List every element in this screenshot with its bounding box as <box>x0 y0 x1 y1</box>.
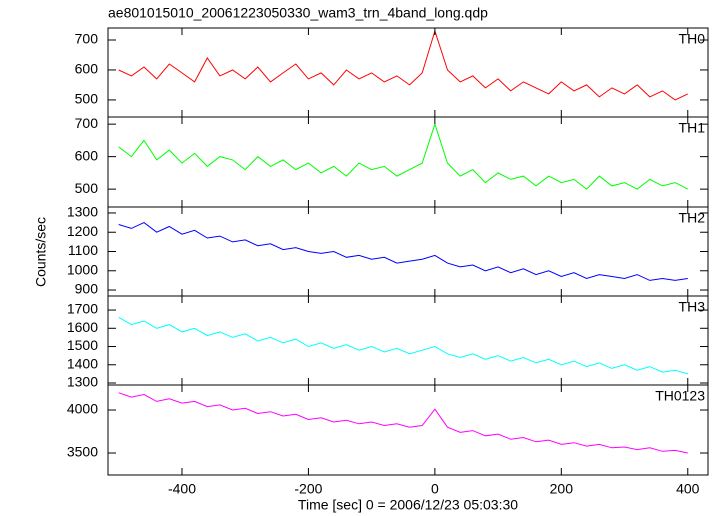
chart-title: ae801015010_20061223050330_wam3_trn_4ban… <box>108 5 488 21</box>
x-tick-label: 400 <box>676 481 700 497</box>
panel-frame <box>107 116 709 208</box>
y-axis-label: Counts/sec <box>33 217 49 287</box>
y-tick-label: 1300 <box>67 374 98 390</box>
y-tick-label: 1600 <box>67 319 98 335</box>
x-axis-label: Time [sec] 0 = 2006/12/23 05:03:30 <box>298 497 518 513</box>
y-tick-label: 1200 <box>67 223 98 239</box>
y-tick-label: 500 <box>75 91 99 107</box>
x-tick-label: -200 <box>294 481 322 497</box>
data-line <box>118 392 688 454</box>
y-tick-label: 600 <box>75 61 99 77</box>
y-tick-label: 3500 <box>67 444 98 460</box>
panel-label: TH2 <box>679 210 706 226</box>
data-line <box>118 29 689 101</box>
panel-label: TH1 <box>679 120 706 136</box>
data-line <box>118 122 689 190</box>
y-tick-label: 1400 <box>67 355 98 371</box>
panel-frame <box>107 295 709 386</box>
y-tick-label: 1500 <box>67 337 98 353</box>
y-tick-label: 600 <box>75 147 99 163</box>
data-line <box>118 316 688 375</box>
x-tick-label: 0 <box>431 481 439 497</box>
panel-label: TH0123 <box>655 388 705 404</box>
y-tick-label: 1000 <box>67 261 98 277</box>
x-tick-label: -400 <box>168 481 196 497</box>
y-tick-label: 4000 <box>67 401 98 417</box>
y-tick-label: 900 <box>75 281 99 297</box>
panel-label: TH0 <box>679 31 706 47</box>
panel-frame <box>107 27 709 118</box>
y-tick-label: 1300 <box>67 204 98 220</box>
x-tick-label: 200 <box>550 481 574 497</box>
panel-label: TH3 <box>679 299 706 315</box>
y-tick-label: 1100 <box>68 242 98 258</box>
y-tick-label: 500 <box>75 180 99 196</box>
panel-frame <box>107 384 709 476</box>
y-tick-label: 700 <box>75 115 99 131</box>
y-tick-label: 1700 <box>67 301 98 317</box>
data-line <box>118 222 688 281</box>
y-tick-label: 700 <box>75 31 99 47</box>
panel-frame <box>107 206 709 297</box>
